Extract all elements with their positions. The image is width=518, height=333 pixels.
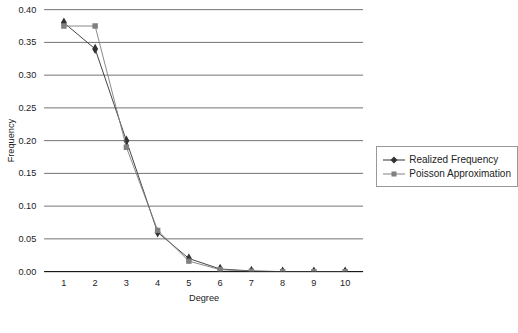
svg-text:0.40: 0.40 bbox=[18, 5, 36, 15]
svg-text:2: 2 bbox=[93, 278, 98, 288]
svg-text:Frequency: Frequency bbox=[6, 119, 16, 163]
svg-text:0.35: 0.35 bbox=[18, 37, 36, 47]
svg-text:9: 9 bbox=[311, 278, 316, 288]
html-text:Poisson Approximation: Poisson Approximation bbox=[409, 168, 511, 179]
svg-text:Degree: Degree bbox=[189, 293, 219, 303]
svg-text:0.20: 0.20 bbox=[18, 136, 36, 146]
svg-text:8: 8 bbox=[280, 278, 285, 288]
svg-text:0.15: 0.15 bbox=[18, 168, 36, 178]
svg-text:10: 10 bbox=[340, 278, 350, 288]
svg-text:0.00: 0.00 bbox=[18, 267, 36, 277]
svg-text:0.25: 0.25 bbox=[18, 103, 36, 113]
svg-text:7: 7 bbox=[249, 278, 254, 288]
html-text:Realized Frequency: Realized Frequency bbox=[409, 154, 499, 165]
svg-text:0.05: 0.05 bbox=[18, 234, 36, 244]
svg-text:0.30: 0.30 bbox=[18, 70, 36, 80]
svg-text:0.10: 0.10 bbox=[18, 201, 36, 211]
svg-text:4: 4 bbox=[155, 278, 160, 288]
svg-text:5: 5 bbox=[186, 278, 191, 288]
svg-text:1: 1 bbox=[61, 278, 66, 288]
svg-text:6: 6 bbox=[218, 278, 223, 288]
svg-text:3: 3 bbox=[124, 278, 129, 288]
